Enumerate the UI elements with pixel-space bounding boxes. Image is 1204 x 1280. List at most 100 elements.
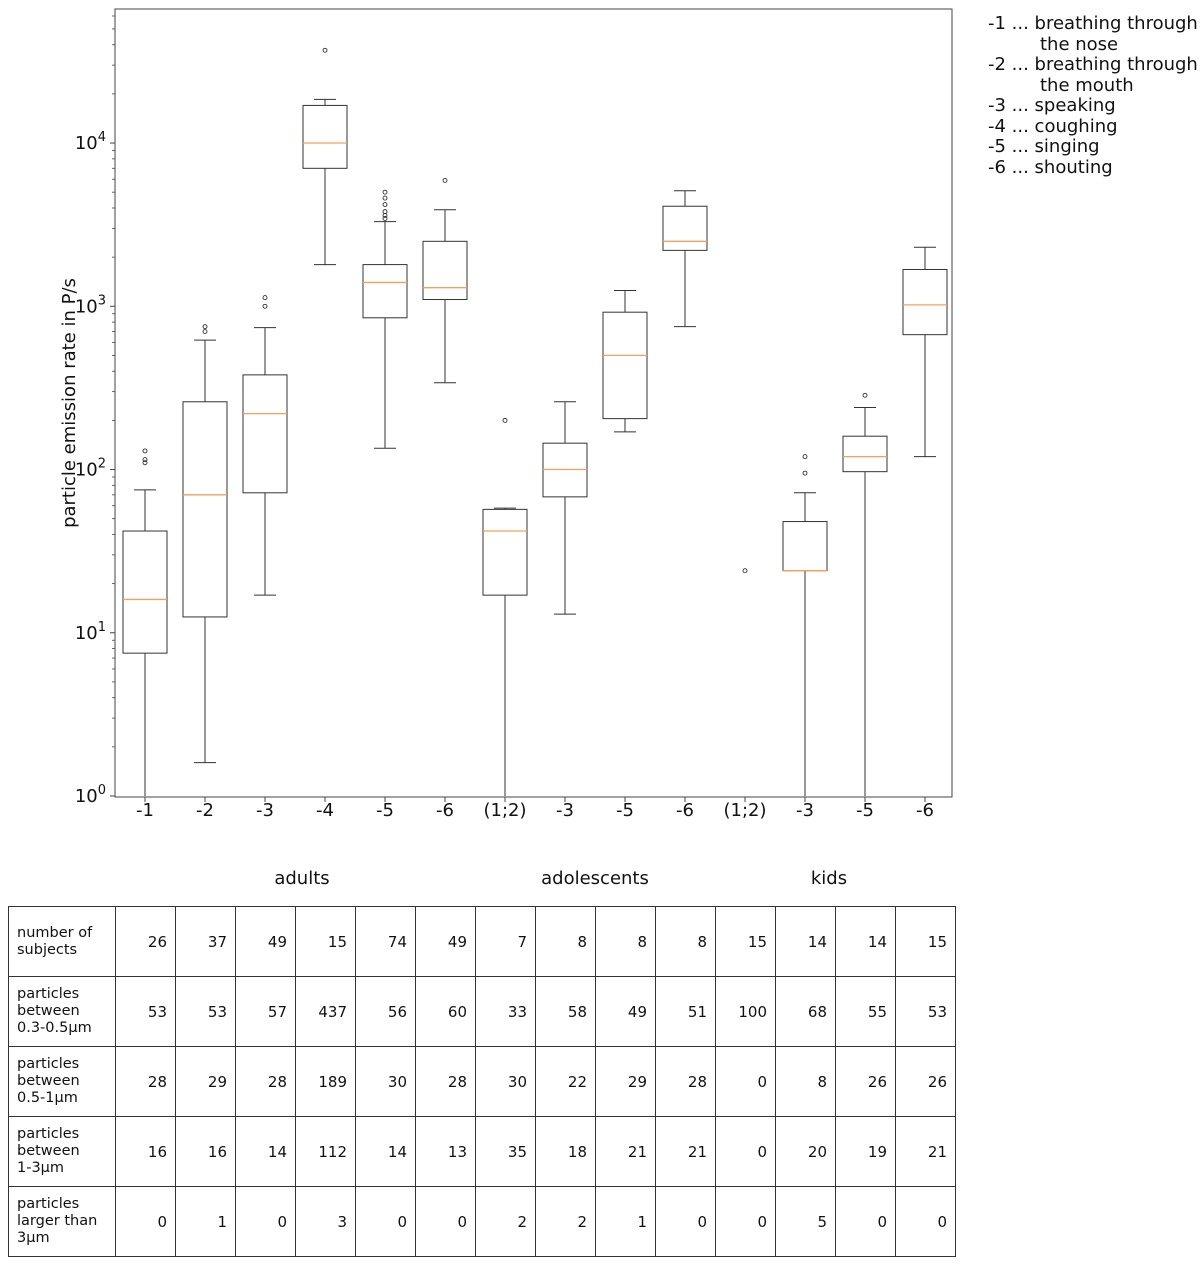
row-header-line: particles: [17, 1056, 80, 1072]
legend-item: -1 ... breathing through the nose: [988, 13, 1198, 55]
table-cell: 14: [355, 1116, 416, 1187]
legend-item: -2 ... breathing through the mouth: [988, 54, 1198, 96]
table-cell: 0: [715, 1046, 776, 1117]
x-tick-label: -5: [856, 800, 874, 821]
table-cell: 1: [595, 1186, 656, 1257]
box-group: [122, 448, 168, 796]
box-group: [902, 246, 948, 458]
legend-item: -6 ... shouting: [988, 156, 1113, 178]
group-label-adults: adults: [274, 868, 330, 889]
legend-item: -5 ... singing: [988, 136, 1100, 157]
table-cell: 26: [895, 1046, 956, 1117]
row-header-line: larger than: [17, 1213, 98, 1229]
box-group: [182, 324, 228, 764]
outlier-point: [382, 189, 388, 195]
row-header-line: between: [17, 1003, 80, 1019]
table-cell: 49: [595, 976, 656, 1047]
box: [782, 521, 828, 572]
table-cell: 53: [895, 976, 956, 1047]
table-cell: 7: [475, 906, 536, 977]
table-cell: 30: [475, 1046, 536, 1117]
table-cell: 49: [415, 906, 476, 977]
table-cell: 15: [895, 906, 956, 977]
x-tick-label: -2: [196, 800, 214, 821]
x-tick-label: -6: [436, 800, 454, 821]
x-tick-label: -6: [916, 800, 934, 821]
box-group: [782, 454, 828, 796]
table-cell: 112: [295, 1116, 356, 1187]
table-cell: 28: [415, 1046, 476, 1117]
outlier-point: [802, 470, 808, 476]
row-header-line: between: [17, 1073, 80, 1089]
outlier-point: [142, 457, 148, 463]
outlier-point: [442, 177, 448, 183]
x-tick-label: -5: [376, 800, 394, 821]
table-cell: 30: [355, 1046, 416, 1117]
table-cell: 55: [835, 976, 896, 1047]
plot-frame: [114, 8, 953, 798]
table-cell: 26: [115, 906, 176, 977]
box-group: [242, 295, 288, 596]
outlier-point: [502, 417, 508, 423]
table-cell: 51: [655, 976, 716, 1047]
box-group: [362, 189, 408, 449]
table-row: number of subjects 26 37 49 15 74 49 7 8 8 8 15 14 14 1…: [8, 906, 956, 977]
table-cell: 29: [175, 1046, 236, 1117]
y-tick-label: 100: [75, 783, 106, 807]
table-cell: 1: [175, 1186, 236, 1257]
table-cell: 14: [235, 1116, 296, 1187]
group-label-kids: kids: [810, 868, 848, 889]
table-cell: 14: [835, 906, 896, 977]
table-cell: 5: [775, 1186, 836, 1257]
x-tick-label: -1: [136, 800, 154, 821]
outlier-point: [202, 324, 208, 330]
box-group: [422, 177, 468, 384]
row-header: particles between 0.5-1μm: [8, 1046, 116, 1117]
table-cell: 2: [475, 1186, 536, 1257]
row-header-line: number of: [17, 924, 93, 941]
box: [842, 435, 888, 473]
outlier-point: [202, 329, 208, 335]
box: [602, 311, 648, 420]
table-cell: 53: [175, 976, 236, 1047]
table-cell: 28: [235, 1046, 296, 1117]
outlier-point: [142, 448, 148, 454]
box-group: [542, 401, 588, 615]
x-tick-label: -3: [556, 800, 574, 821]
table-cell: 0: [115, 1186, 176, 1257]
outlier-point: [742, 568, 748, 574]
row-header-line: 0.3-0.5μm: [17, 1020, 92, 1036]
x-tick-label: -3: [796, 800, 814, 821]
box-group: [742, 568, 748, 574]
table-row: particles between 0.3-0.5μm 53 53 57 437 56 60 33…: [8, 976, 956, 1047]
y-tick-label: 102: [75, 457, 106, 481]
row-header-line: particles: [17, 1126, 80, 1142]
table-cell: 21: [655, 1116, 716, 1187]
outlier-point: [382, 202, 388, 207]
table-cell: 29: [595, 1046, 656, 1117]
outlier-point: [862, 392, 868, 398]
table-cell: 14: [775, 906, 836, 977]
box-group: [302, 47, 348, 266]
outlier-point: [802, 454, 808, 460]
table-cell: 15: [295, 906, 356, 977]
legend-item: -3 ... speaking: [988, 95, 1116, 116]
box: [182, 401, 228, 618]
outlier-point: [262, 295, 268, 301]
table-cell: 8: [595, 906, 656, 977]
table-cell: 28: [655, 1046, 716, 1117]
row-header: particles between 0.3-0.5μm: [8, 976, 116, 1047]
table-cell: 8: [655, 906, 716, 977]
x-tick-label: (1;2): [723, 800, 766, 821]
table-cell: 8: [775, 1046, 836, 1117]
table-cell: 8: [535, 906, 596, 977]
x-tick-label: (1;2): [483, 800, 526, 821]
table-cell: 58: [535, 976, 596, 1047]
row-header-line: particles: [17, 1196, 80, 1212]
table-cell: 189: [295, 1046, 356, 1117]
table-cell: 21: [895, 1116, 956, 1187]
row-header-line: particles: [17, 986, 80, 1002]
row-header-line: between: [17, 1143, 80, 1159]
table-cell: 16: [175, 1116, 236, 1187]
table-cell: 16: [115, 1116, 176, 1187]
